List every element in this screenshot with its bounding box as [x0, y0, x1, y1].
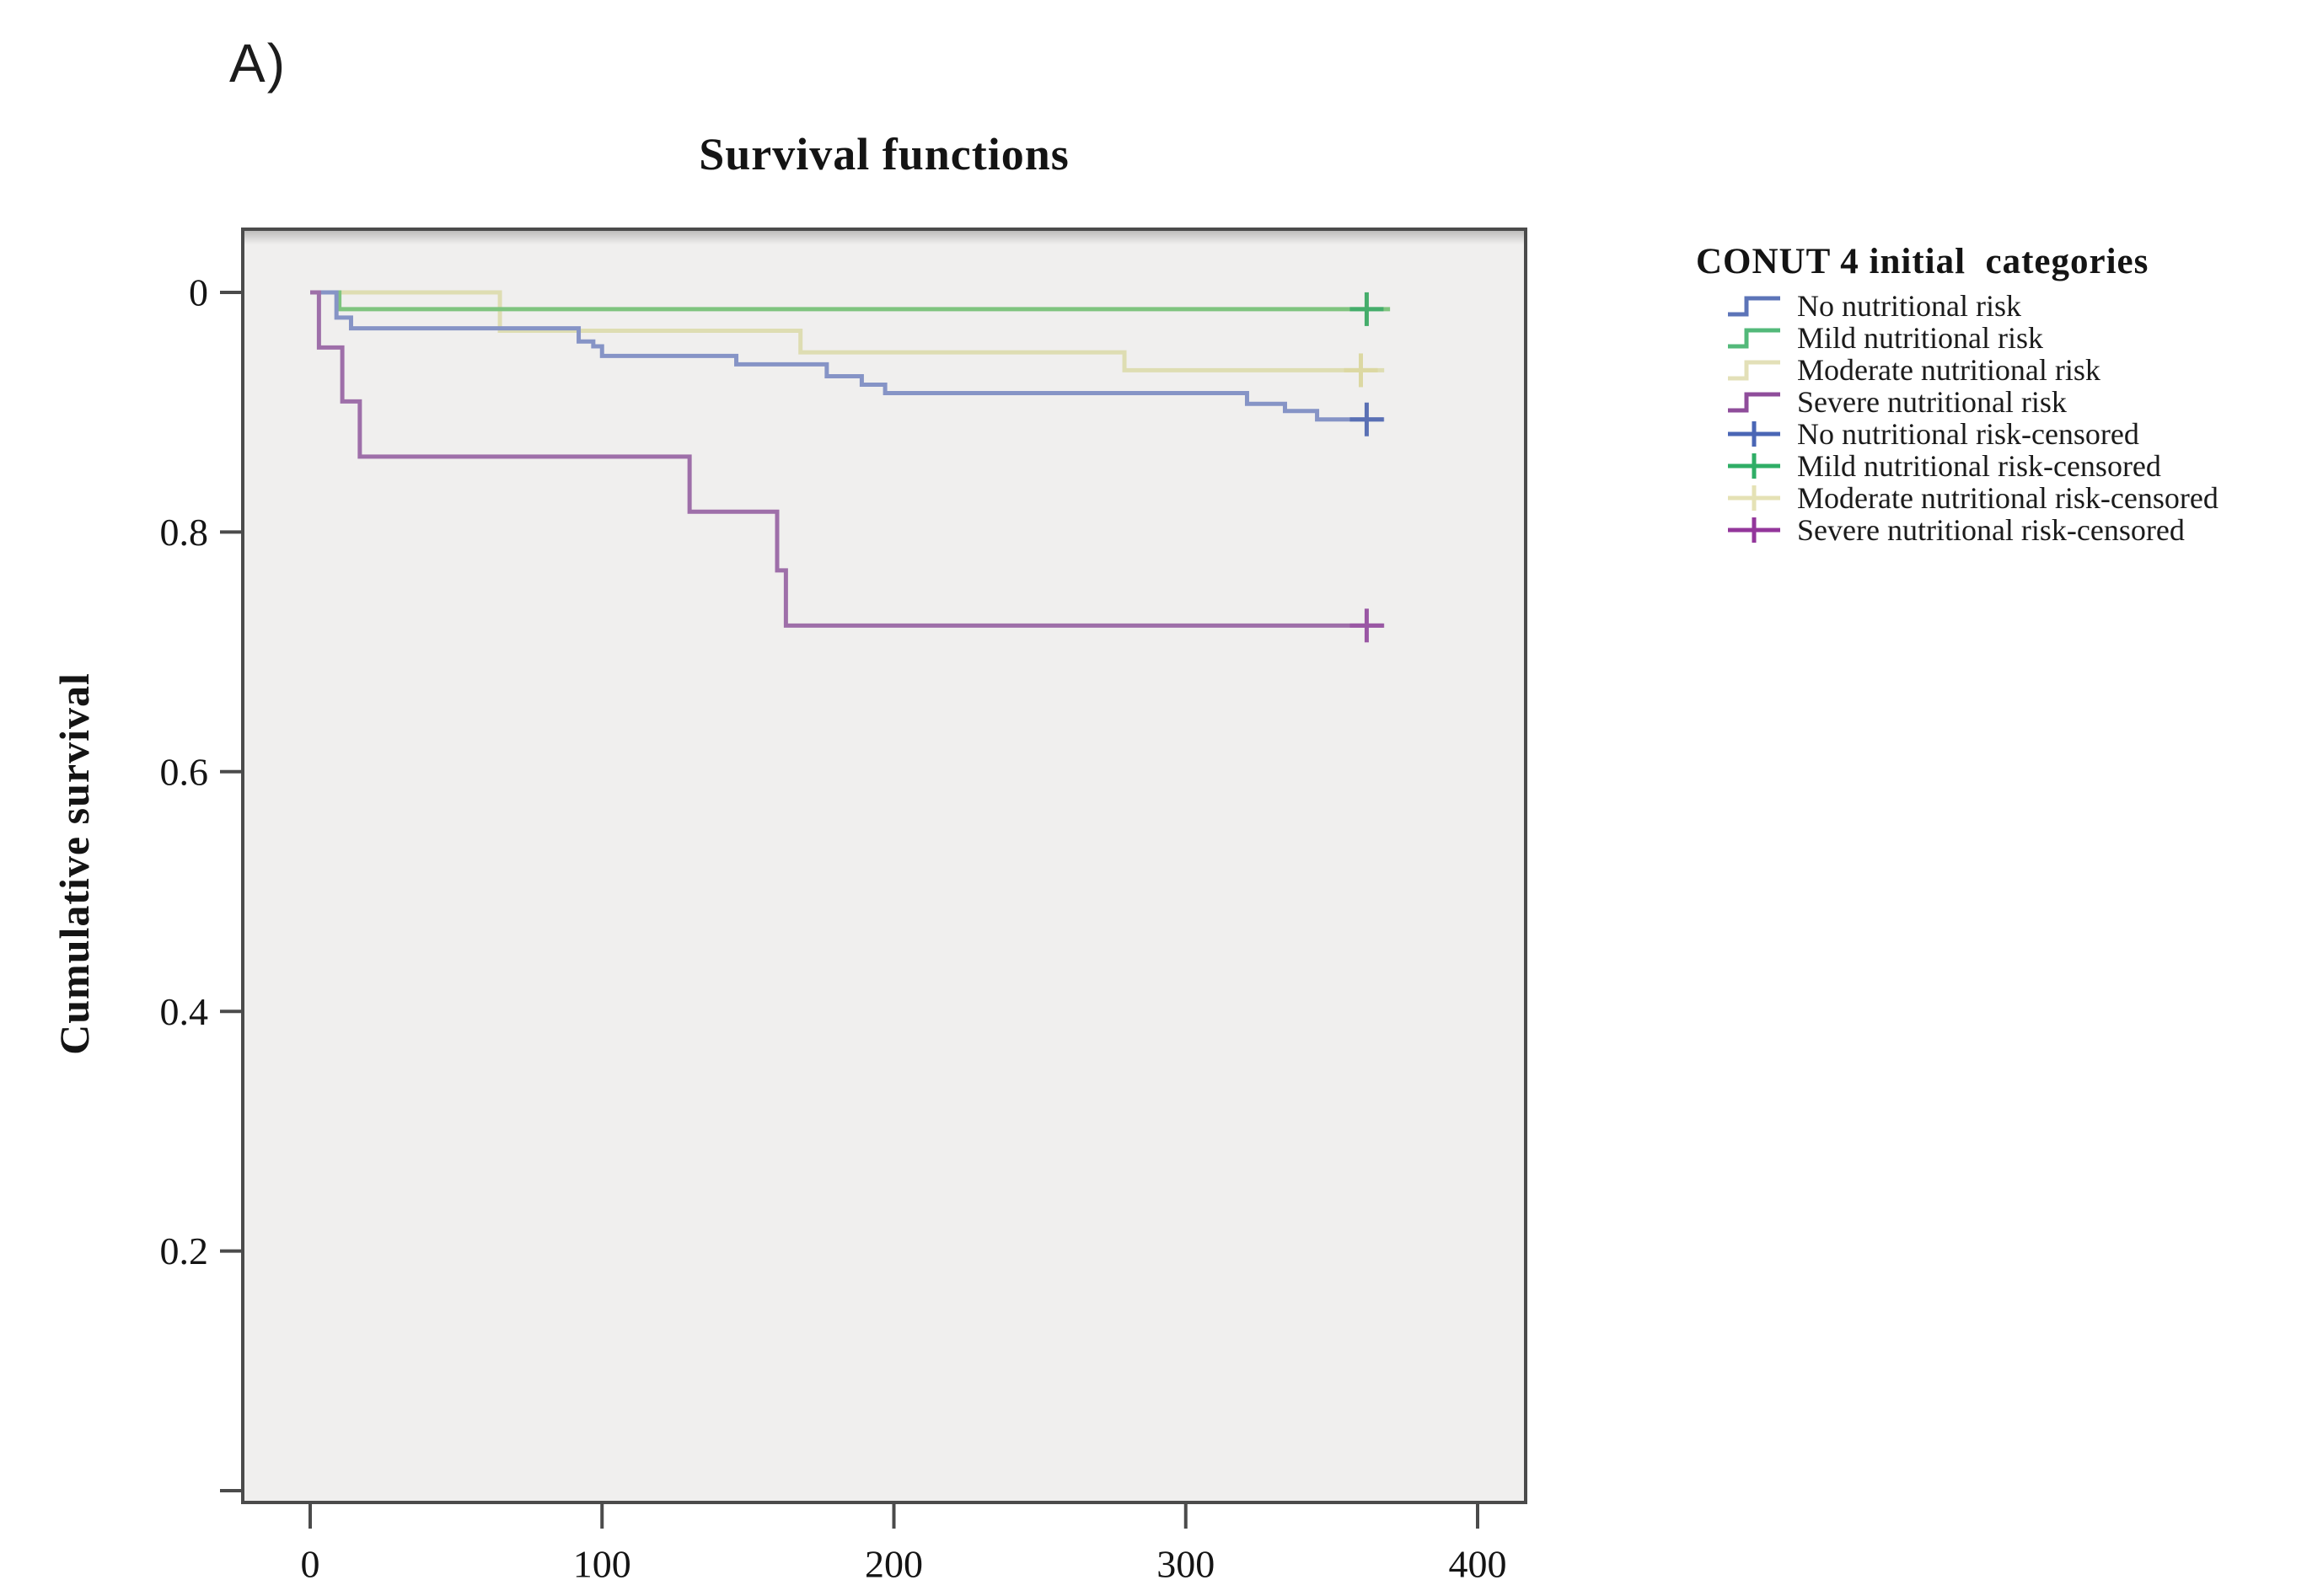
- y-tick-label: 0.2: [160, 1229, 209, 1272]
- legend-item: No nutritional risk: [1726, 289, 2303, 323]
- x-tick-label: 200: [865, 1543, 923, 1586]
- y-tick-label: 0.8: [160, 511, 209, 554]
- censor-mark-mild-nutritional-risk: [1349, 292, 1384, 326]
- legend-item: Severe nutritional risk: [1726, 385, 2303, 419]
- legend-item-label: Mild nutritional risk-censored: [1797, 448, 2161, 483]
- censor-mark-severe-nutritional-risk: [1349, 608, 1384, 643]
- legend-items: No nutritional risk Mild nutritional risk…: [1696, 289, 2303, 547]
- legend-item-label: Severe nutritional risk: [1797, 384, 2067, 419]
- x-tick-label: 0: [301, 1543, 320, 1586]
- legend-censor-plus-icon: [1728, 517, 1780, 543]
- x-tick-label: 400: [1449, 1543, 1507, 1586]
- legend-item: No nutritional risk-censored: [1726, 417, 2303, 451]
- plot-frame: [241, 228, 1527, 1504]
- legend-item-label: Moderate nutritional risk-censored: [1797, 480, 2218, 515]
- series-line-moderate-nutritional-risk: [310, 290, 1385, 372]
- legend: CONUT 4 initial categories No nutritiona…: [1696, 241, 2303, 547]
- x-tick-label: 100: [573, 1543, 631, 1586]
- legend-step-line-icon: [1728, 360, 1780, 380]
- panel-label: A): [229, 33, 287, 94]
- legend-item-label: Moderate nutritional risk: [1797, 352, 2100, 387]
- legend-step-line-icon: [1728, 328, 1780, 348]
- plot-background: [243, 229, 1526, 1502]
- legend-item-label: No nutritional risk: [1797, 288, 2021, 323]
- legend-item-label: Mild nutritional risk: [1797, 320, 2043, 355]
- legend-item: Severe nutritional risk-censored: [1726, 513, 2303, 547]
- series-line-severe-nutritional-risk: [310, 290, 1385, 628]
- legend-step-line-icon: [1728, 296, 1780, 316]
- legend-item: Moderate nutritional risk-censored: [1726, 481, 2303, 515]
- x-tick-label: 300: [1156, 1543, 1215, 1586]
- legend-item: Moderate nutritional risk: [1726, 353, 2303, 387]
- chart-title: Survival functions: [699, 129, 1070, 179]
- censor-mark-moderate-nutritional-risk: [1344, 353, 1378, 388]
- y-tick-label: 0: [189, 271, 208, 314]
- legend-censor-plus-icon: [1728, 453, 1780, 479]
- legend-item-label: No nutritional risk-censored: [1797, 416, 2139, 451]
- y-tick-label: 0.6: [160, 750, 209, 793]
- legend-title: CONUT 4 initial categories: [1696, 242, 2149, 281]
- y-tick-label: 0.4: [160, 990, 209, 1033]
- legend-step-line-icon: [1728, 392, 1780, 412]
- legend-item: Mild nutritional risk: [1726, 321, 2303, 355]
- censor-mark-no-nutritional-risk: [1349, 402, 1384, 436]
- legend-item: Mild nutritional risk-censored: [1726, 449, 2303, 483]
- legend-censor-plus-icon: [1728, 420, 1780, 447]
- legend-item-label: Severe nutritional risk-censored: [1797, 512, 2185, 547]
- series-line-no-nutritional-risk: [310, 290, 1385, 422]
- legend-censor-plus-icon: [1728, 485, 1780, 511]
- plot-top-shadow: [244, 231, 1524, 244]
